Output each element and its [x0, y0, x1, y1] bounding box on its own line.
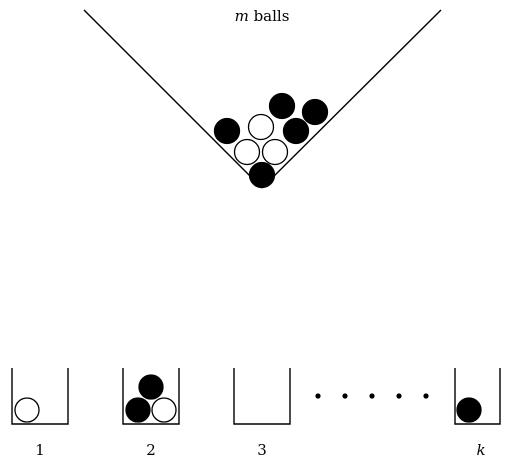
bin-label: 3	[257, 441, 267, 459]
bin-label: 2	[146, 441, 156, 459]
black-ball	[282, 117, 310, 145]
bin-container	[11, 368, 69, 425]
ellipsis-dot	[423, 393, 429, 399]
black-ball	[138, 374, 164, 400]
white-ball	[233, 138, 261, 166]
funnel-balls	[213, 92, 329, 189]
white-ball	[151, 397, 177, 423]
funnel-right-wall	[261, 9, 442, 189]
funnel	[83, 9, 442, 189]
black-ball	[456, 397, 482, 423]
ellipsis	[315, 393, 429, 399]
bin-1: 1	[11, 368, 69, 459]
ellipsis-dot	[369, 393, 375, 399]
ellipsis-dot	[315, 393, 321, 399]
bin-container	[454, 368, 501, 425]
bin-label: k	[476, 441, 485, 459]
funnel-left-wall	[83, 9, 263, 189]
bin-3: 3	[233, 368, 291, 459]
white-ball	[247, 113, 275, 141]
funnel-label-var: m	[235, 7, 249, 25]
bin-k: k	[454, 368, 501, 459]
black-ball	[301, 98, 329, 126]
bin-container	[233, 368, 291, 425]
black-ball	[268, 92, 296, 120]
funnel-label: m balls	[235, 7, 290, 25]
bin-container	[122, 368, 180, 425]
black-ball	[125, 397, 151, 423]
black-ball	[248, 161, 276, 189]
black-ball	[213, 117, 241, 145]
bin-2: 2	[122, 368, 180, 459]
bin-label: 1	[35, 441, 45, 459]
white-ball	[14, 397, 40, 423]
funnel-label-word: balls	[249, 7, 290, 25]
white-ball	[261, 138, 289, 166]
ellipsis-dot	[396, 393, 402, 399]
ellipsis-dot	[342, 393, 348, 399]
